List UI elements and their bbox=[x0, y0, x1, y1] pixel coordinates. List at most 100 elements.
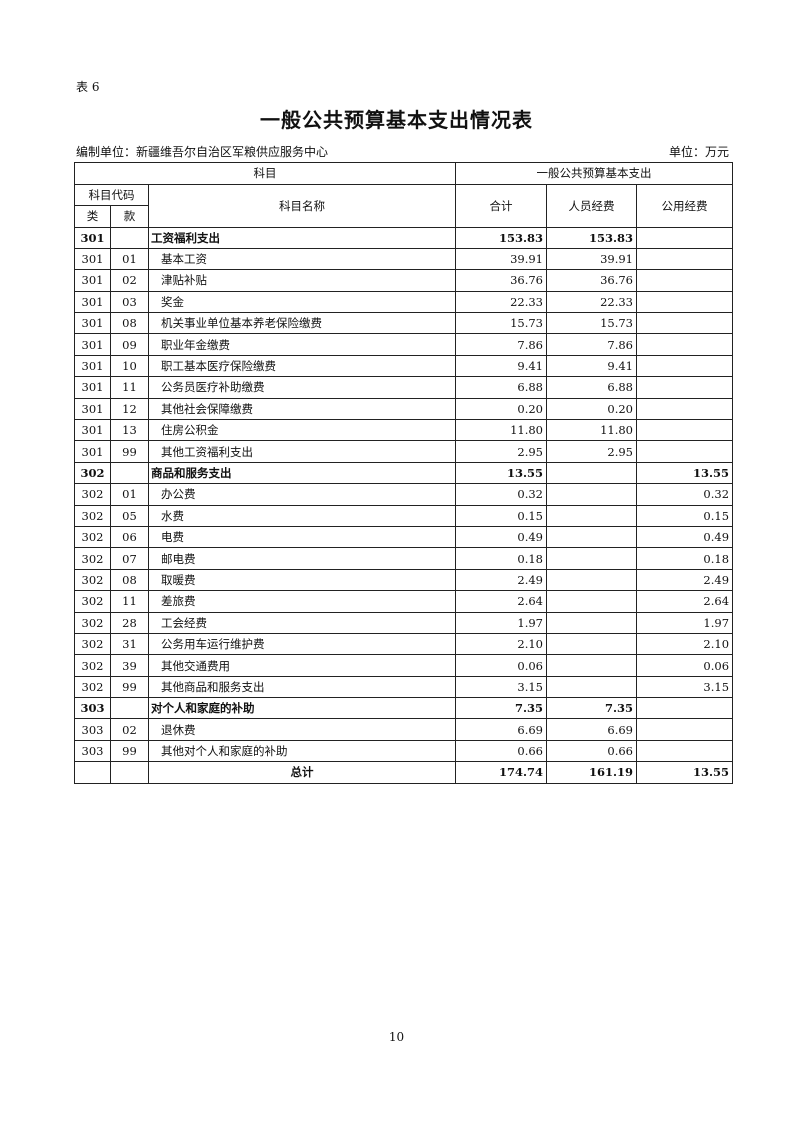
subject-name: 取暖费 bbox=[148, 568, 456, 592]
grand-total-label: 总计 bbox=[148, 761, 456, 784]
subject-name: 退休费 bbox=[148, 718, 456, 741]
class-code: 301 bbox=[74, 226, 111, 249]
public-amount: 0.32 bbox=[635, 483, 734, 506]
personnel-amount bbox=[546, 504, 637, 527]
total-amount: 11.80 bbox=[455, 419, 547, 442]
personnel-amount: 6.88 bbox=[546, 376, 637, 399]
class-code: 301 bbox=[74, 312, 111, 335]
item-code: 02 bbox=[110, 269, 149, 292]
table-row: 302 07 邮电费 0.18 0.18 bbox=[74, 547, 734, 570]
table-row: 302 11 差旅费 2.64 2.64 bbox=[74, 590, 734, 613]
total-amount: 2.10 bbox=[455, 632, 547, 656]
total-amount: 7.35 bbox=[455, 697, 547, 720]
public-amount bbox=[635, 226, 734, 249]
category-row: 302 商品和服务支出 13.55 13.55 bbox=[74, 461, 734, 485]
total-amount: 2.95 bbox=[455, 440, 547, 463]
public-amount: 3.15 bbox=[635, 675, 734, 699]
personnel-amount: 153.83 bbox=[546, 226, 637, 249]
personnel-amount: 15.73 bbox=[546, 312, 637, 335]
item-code: 99 bbox=[110, 440, 149, 463]
item-code: 10 bbox=[110, 354, 149, 378]
item-code: 01 bbox=[110, 483, 149, 506]
class-code: 302 bbox=[74, 461, 111, 485]
personnel-amount bbox=[546, 675, 637, 699]
total-amount: 0.49 bbox=[455, 525, 547, 549]
total-amount: 13.55 bbox=[455, 461, 547, 485]
table-row: 301 13 住房公积金 11.80 11.80 bbox=[74, 419, 734, 442]
item-code: 13 bbox=[110, 419, 149, 442]
public-amount: 2.64 bbox=[635, 590, 734, 613]
class-code: 302 bbox=[74, 525, 111, 549]
item-code: 28 bbox=[110, 611, 149, 634]
class-code: 302 bbox=[74, 654, 111, 677]
subject-name: 职工基本医疗保险缴费 bbox=[148, 354, 456, 378]
header-name: 科目名称 bbox=[148, 183, 456, 228]
table-row: 301 01 基本工资 39.91 39.91 bbox=[74, 247, 734, 271]
expenditure-table: 科目 一般公共预算基本支出 科目代码 科目名称 合计 人员经费 公用经费 类 款… bbox=[74, 162, 734, 784]
total-amount: 15.73 bbox=[455, 312, 547, 335]
personnel-amount: 9.41 bbox=[546, 354, 637, 378]
total-amount: 3.15 bbox=[455, 675, 547, 699]
subject-name: 公务员医疗补助缴费 bbox=[148, 376, 456, 399]
table-row: 301 02 津贴补贴 36.76 36.76 bbox=[74, 269, 734, 292]
personnel-amount bbox=[546, 632, 637, 656]
subject-name: 其他工资福利支出 bbox=[148, 440, 456, 463]
header-row-2: 科目代码 科目名称 合计 人员经费 公用经费 bbox=[74, 183, 734, 228]
item-code: 99 bbox=[110, 739, 149, 763]
subject-name: 其他社会保障缴费 bbox=[148, 397, 456, 421]
subject-name: 工会经费 bbox=[148, 611, 456, 634]
total-amount: 0.32 bbox=[455, 483, 547, 506]
total-amount: 0.20 bbox=[455, 397, 547, 421]
personnel-amount: 0.20 bbox=[546, 397, 637, 421]
personnel-amount bbox=[546, 547, 637, 570]
class-code: 301 bbox=[74, 440, 111, 463]
total-amount: 39.91 bbox=[455, 247, 547, 271]
category-row: 301 工资福利支出 153.83 153.83 bbox=[74, 226, 734, 249]
public-amount bbox=[635, 718, 734, 741]
grand-total-row: 总计 174.74 161.19 13.55 bbox=[74, 761, 734, 784]
subject-name: 工资福利支出 bbox=[148, 226, 456, 249]
personnel-amount: 2.95 bbox=[546, 440, 637, 463]
class-code: 302 bbox=[74, 483, 111, 506]
currency-unit: 单位：万元 bbox=[668, 145, 729, 159]
subject-name: 水费 bbox=[148, 504, 456, 527]
subject-name: 办公费 bbox=[148, 483, 456, 506]
class-code: 301 bbox=[74, 419, 111, 442]
public-amount bbox=[635, 312, 734, 335]
public-amount: 0.49 bbox=[635, 525, 734, 549]
class-code: 301 bbox=[74, 397, 111, 421]
page-title: 一般公共预算基本支出情况表 bbox=[260, 108, 533, 132]
subject-name: 奖金 bbox=[148, 290, 456, 314]
public-amount bbox=[635, 269, 734, 292]
header-total: 合计 bbox=[455, 183, 547, 228]
item-code bbox=[110, 461, 149, 485]
public-amount: 2.10 bbox=[635, 632, 734, 656]
subject-name: 住房公积金 bbox=[148, 419, 456, 442]
table-row: 301 11 公务员医疗补助缴费 6.88 6.88 bbox=[74, 376, 734, 399]
class-code: 302 bbox=[74, 568, 111, 592]
table-row: 302 06 电费 0.49 0.49 bbox=[74, 525, 734, 549]
class-code: 301 bbox=[74, 269, 111, 292]
personnel-amount: 11.80 bbox=[546, 419, 637, 442]
item-code: 39 bbox=[110, 654, 149, 677]
subject-name: 商品和服务支出 bbox=[148, 461, 456, 485]
total-amount: 0.18 bbox=[455, 547, 547, 570]
public-amount bbox=[635, 247, 734, 271]
header-class: 类 bbox=[74, 205, 111, 228]
public-amount bbox=[635, 419, 734, 442]
subject-name: 公务用车运行维护费 bbox=[148, 632, 456, 656]
total-amount: 7.86 bbox=[455, 333, 547, 356]
subject-name: 基本工资 bbox=[148, 247, 456, 271]
header-expenditure: 一般公共预算基本支出 bbox=[454, 162, 734, 185]
class-code: 302 bbox=[74, 504, 111, 527]
item-code: 07 bbox=[110, 547, 149, 570]
item-code bbox=[110, 226, 149, 249]
class-code: 301 bbox=[74, 290, 111, 314]
class-code: 301 bbox=[74, 247, 111, 271]
header-personnel: 人员经费 bbox=[546, 183, 637, 228]
personnel-amount bbox=[546, 483, 637, 506]
personnel-amount bbox=[546, 654, 637, 677]
total-amount: 0.06 bbox=[455, 654, 547, 677]
table-row: 303 02 退休费 6.69 6.69 bbox=[74, 718, 734, 741]
item-code bbox=[110, 697, 149, 720]
